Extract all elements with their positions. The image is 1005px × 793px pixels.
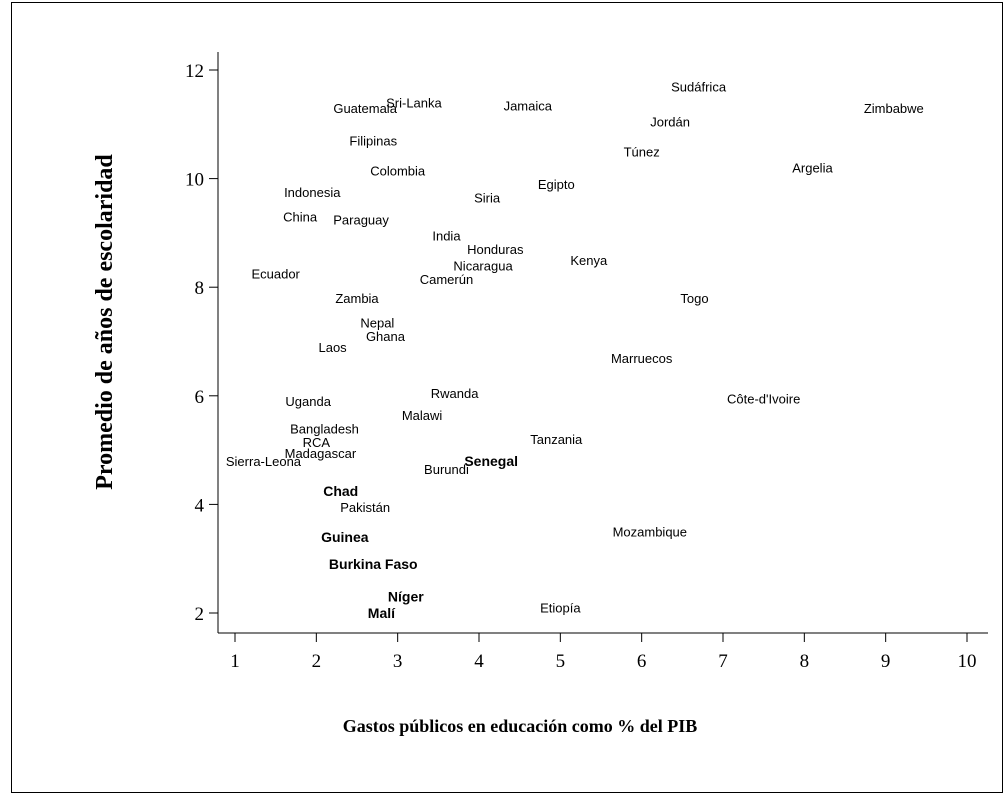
data-point-label: Jamaica <box>504 98 553 113</box>
data-point-label: India <box>432 229 461 244</box>
data-point-label: Sudáfrica <box>671 79 727 94</box>
x-tick-label: 3 <box>393 651 403 672</box>
data-point-label: Rwanda <box>431 386 479 401</box>
data-point-label: Filipinas <box>349 134 397 149</box>
axes <box>217 52 988 634</box>
data-point-label: China <box>283 210 318 225</box>
x-ticks: 1 2 3 4 5 6 7 8 9 10 <box>230 633 977 672</box>
y-tick-label: 10 <box>185 170 204 191</box>
y-tick-label: 4 <box>195 495 205 516</box>
data-point-label: Sierra-Leona <box>226 454 302 469</box>
x-tick-label: 5 <box>556 651 566 672</box>
data-point-label: Siria <box>474 191 501 206</box>
data-point-label: Marruecos <box>611 351 673 366</box>
data-point-label: Argelia <box>792 161 833 176</box>
data-point-label: Laos <box>318 340 347 355</box>
data-point-label: Bangladesh <box>290 421 359 436</box>
data-point-label: Honduras <box>467 242 524 257</box>
data-point-label: Tanzania <box>530 432 583 447</box>
data-point-label: Nicaragua <box>453 258 513 273</box>
data-point-label: RCA <box>303 435 331 450</box>
y-tick-label: 6 <box>195 387 205 408</box>
data-point-label: Ghana <box>366 329 406 344</box>
data-point-label: Malawi <box>402 408 443 423</box>
data-point-label: Etiopía <box>540 601 581 616</box>
data-point-label: Madagascar <box>285 446 357 461</box>
data-point-label: Níger <box>388 589 424 605</box>
chart-frame <box>11 2 1003 793</box>
data-point-label: Burkina Faso <box>329 556 418 572</box>
data-point-label: Jordán <box>650 115 690 130</box>
data-point-label: Uganda <box>285 394 331 409</box>
x-tick-label: 6 <box>637 651 647 672</box>
x-tick-label: 9 <box>881 651 891 672</box>
y-axis-label: Promedio de años de escolaridad <box>92 154 118 490</box>
y-tick-label: 12 <box>185 61 204 82</box>
data-point-label: Túnez <box>624 144 660 159</box>
y-ticks: 2 4 6 8 10 12 <box>185 61 218 625</box>
x-tick-label: 4 <box>474 651 484 672</box>
data-point-label: Sri-Lanka <box>386 96 442 111</box>
y-tick-label: 8 <box>195 278 205 299</box>
data-point-label: Pakistán <box>340 500 390 515</box>
data-point-label: Kenya <box>570 253 608 268</box>
data-point-label: Malí <box>368 605 396 621</box>
data-point-label: Guinea <box>321 529 369 545</box>
y-tick-label: 2 <box>195 604 205 625</box>
data-point-label: Zambia <box>335 291 379 306</box>
x-tick-label: 8 <box>800 651 810 672</box>
x-tick-label: 1 <box>230 651 240 672</box>
data-point-label: Ecuador <box>251 267 300 282</box>
data-point-label: Côte-d'Ivoire <box>727 392 800 407</box>
x-tick-label: 7 <box>718 651 728 672</box>
data-point-label: Senegal <box>464 453 518 469</box>
data-point-label: Chad <box>323 483 358 499</box>
x-tick-label: 2 <box>312 651 322 672</box>
data-point-label: Paraguay <box>333 212 389 227</box>
data-point-label: Guatemala <box>333 101 397 116</box>
x-tick-label: 10 <box>958 651 977 672</box>
data-point-label: Egipto <box>538 177 575 192</box>
data-point-label: Indonesia <box>284 185 341 200</box>
data-point-label: Nepal <box>360 315 394 330</box>
data-point-label: Burundi <box>424 462 469 477</box>
data-point-label: Zimbabwe <box>864 101 924 116</box>
data-point-label: Mozambique <box>613 525 687 540</box>
data-point-label: Togo <box>680 291 708 306</box>
data-point-label: Colombia <box>370 163 426 178</box>
x-axis-label: Gastos públicos en educación como % del … <box>343 716 698 736</box>
data-point-label: Camerún <box>420 272 473 287</box>
